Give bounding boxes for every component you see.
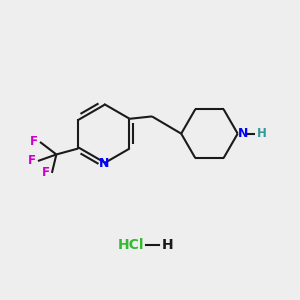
Text: H: H bbox=[256, 127, 266, 140]
Text: H: H bbox=[161, 238, 173, 252]
Text: N: N bbox=[99, 158, 109, 170]
Text: F: F bbox=[30, 136, 38, 148]
Text: F: F bbox=[41, 167, 50, 179]
Text: HCl: HCl bbox=[118, 238, 144, 252]
Text: N: N bbox=[238, 127, 249, 140]
Text: F: F bbox=[28, 154, 36, 167]
